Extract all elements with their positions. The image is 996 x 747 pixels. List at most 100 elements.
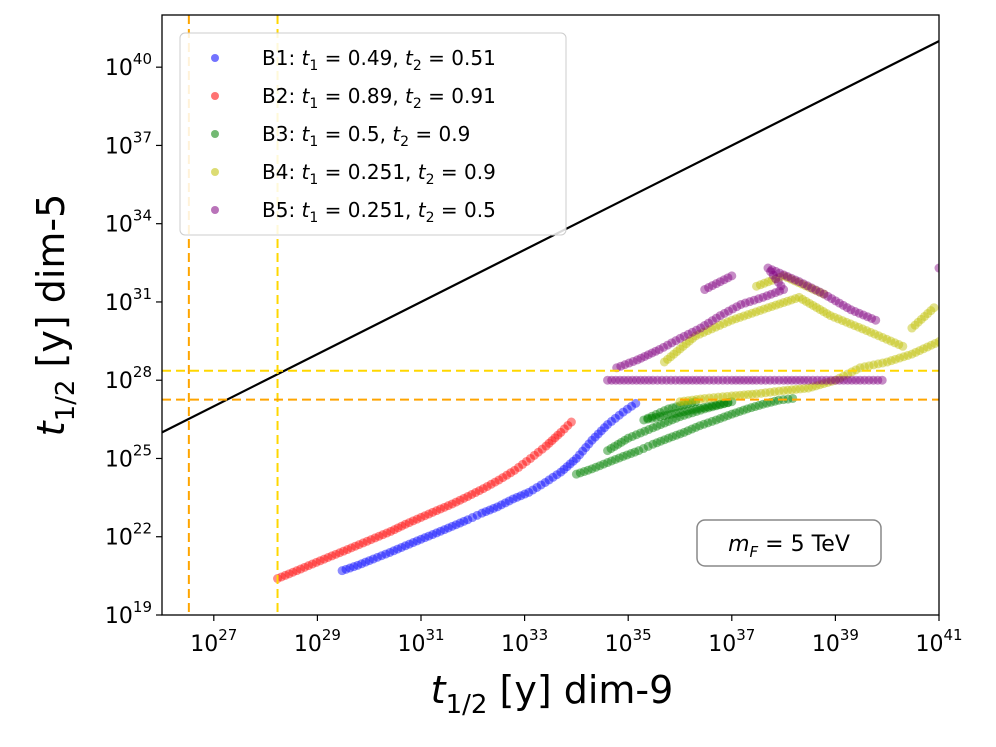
point-b3: [571, 469, 581, 479]
point-b2: [537, 444, 547, 454]
point-b4: [839, 371, 849, 381]
point-b5: [632, 355, 642, 365]
point-b3: [738, 405, 748, 415]
point-b4: [907, 349, 917, 359]
point-b3: [623, 433, 633, 443]
point-b3: [719, 412, 729, 422]
point-b2: [378, 530, 388, 540]
point-b1: [432, 528, 442, 538]
point-b3: [675, 407, 685, 417]
point-b2: [550, 433, 560, 443]
x-axis-label: t1/2 [y] dim-9: [431, 668, 674, 720]
y-tick-label: 1025: [105, 441, 152, 472]
point-b2: [482, 481, 492, 491]
point-b2: [559, 424, 569, 434]
point-b4: [752, 389, 762, 399]
x-tick-label: 1031: [397, 626, 444, 657]
point-b1: [412, 536, 422, 546]
point-b2: [490, 477, 500, 487]
point-b1: [581, 443, 591, 453]
point-b3: [719, 398, 729, 408]
point-b4: [722, 391, 732, 401]
point-b3: [715, 413, 725, 423]
point-b4: [798, 294, 808, 304]
point-b5: [620, 360, 630, 370]
point-b3: [610, 454, 620, 464]
point-b3: [648, 439, 658, 449]
point-b3: [758, 399, 768, 409]
point-b1: [584, 439, 594, 449]
point-b3: [683, 426, 693, 436]
point-b5: [723, 273, 733, 283]
point-b2: [350, 541, 360, 551]
point-b1: [532, 482, 542, 492]
point-b4: [862, 326, 872, 336]
point-b3: [671, 408, 681, 418]
point-b5: [846, 305, 856, 315]
point-b5: [763, 263, 773, 273]
point-b4: [735, 312, 745, 322]
point-b4: [823, 377, 833, 387]
point-b4: [812, 302, 822, 312]
point-b4: [801, 281, 811, 291]
point-b5: [640, 375, 650, 385]
point-b4: [731, 391, 741, 401]
point-b3: [675, 412, 685, 422]
point-b2: [455, 495, 465, 505]
point-b2: [439, 502, 449, 512]
point-b2: [342, 545, 352, 555]
point-b3: [667, 403, 677, 413]
point-b4: [731, 314, 741, 324]
point-b5: [691, 375, 701, 385]
y-tick-label: 1037: [105, 128, 152, 159]
point-b1: [568, 456, 578, 466]
point-b3: [727, 409, 737, 419]
point-b2: [393, 523, 403, 533]
point-b3: [648, 423, 658, 433]
point-b5: [711, 279, 721, 289]
point-b5: [838, 300, 848, 310]
point-b1: [516, 491, 526, 501]
point-b3: [663, 410, 673, 420]
point-b3: [679, 400, 689, 410]
point-b5: [623, 375, 633, 385]
point-b1: [496, 500, 506, 510]
point-b5: [640, 351, 650, 361]
point-b5: [643, 350, 653, 360]
point-b2: [370, 533, 380, 543]
point-b4: [890, 338, 900, 348]
point-b5: [675, 333, 685, 343]
point-b5: [619, 375, 629, 385]
point-b1: [618, 407, 628, 417]
point-b5: [607, 375, 617, 385]
point-b4: [878, 333, 888, 343]
point-b3: [679, 407, 689, 417]
point-b4: [825, 311, 835, 321]
point-b3: [695, 403, 705, 413]
point-b4: [894, 340, 904, 350]
point-b3: [664, 404, 674, 414]
point-b4: [779, 298, 789, 308]
point-b5: [794, 277, 804, 287]
point-b2: [420, 511, 430, 521]
point-b3: [691, 406, 701, 416]
point-b2: [327, 551, 337, 561]
point-b4: [835, 373, 845, 383]
point-b3: [683, 399, 693, 409]
point-b1: [500, 498, 510, 508]
point-b5: [679, 375, 689, 385]
point-b3: [696, 405, 706, 415]
point-b4: [770, 387, 780, 397]
point-b4: [782, 296, 792, 306]
point-b2: [563, 420, 573, 430]
point-b4: [663, 354, 673, 364]
point-b4: [804, 282, 814, 292]
point-b1: [590, 432, 600, 442]
point-b3: [723, 411, 733, 421]
point-b4: [787, 385, 797, 395]
point-b4: [691, 331, 701, 341]
y-tick-label: 1040: [105, 50, 152, 81]
point-b3: [754, 400, 764, 410]
point-b5: [727, 271, 737, 281]
point-b1: [548, 472, 558, 482]
